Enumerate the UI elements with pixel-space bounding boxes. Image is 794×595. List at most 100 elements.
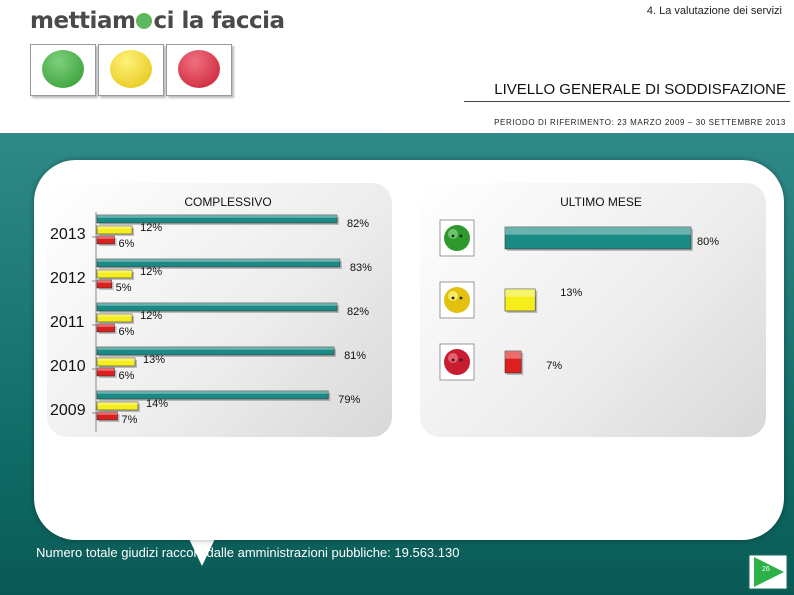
chart-complessivo-title: COMPLESSIVO bbox=[184, 195, 271, 209]
bar-2009-series1-highlight bbox=[97, 402, 138, 405]
yellow-face-icon bbox=[110, 50, 152, 88]
bar-2010-series2-body bbox=[96, 367, 115, 377]
bar-2009-series0 bbox=[96, 390, 331, 401]
green-face-icon bbox=[42, 50, 84, 88]
green-face-icon-eye-left bbox=[451, 234, 455, 238]
bar-2009-series2-highlight bbox=[97, 412, 118, 415]
bar-2012-series0 bbox=[96, 258, 342, 269]
yellow-face-icon-eye-right bbox=[459, 296, 463, 300]
chart-ultimo-mese-title: ULTIMO MESE bbox=[560, 195, 642, 209]
bar-ultimo-mese-2-highlight bbox=[505, 351, 522, 359]
bar-2012-series2 bbox=[96, 279, 114, 290]
bar-2009-series2-body bbox=[96, 411, 118, 421]
bar-2011-series1-body bbox=[96, 313, 133, 323]
bar-2010-series1-highlight bbox=[97, 358, 136, 361]
face-box-yellow bbox=[98, 44, 164, 96]
data-label-2009-series1: 14% bbox=[146, 398, 168, 410]
period-label: PERIODO DI RIFERIMENTO: 23 MARZO 2009 – … bbox=[494, 118, 786, 127]
data-label-2013-series2: 6% bbox=[119, 238, 135, 250]
bar-2011-series0-highlight bbox=[97, 303, 337, 306]
bar-2013-series2 bbox=[96, 235, 117, 246]
bar-2013-series1-body bbox=[96, 225, 133, 235]
bar-2013-series1 bbox=[96, 225, 135, 236]
bar-2010-series0 bbox=[96, 346, 337, 357]
data-label-2010-series2: 6% bbox=[119, 370, 135, 382]
bar-2012-series1 bbox=[96, 269, 135, 280]
bar-2013-series0 bbox=[96, 214, 339, 225]
bar-2009-series1-body bbox=[96, 401, 139, 411]
bar-ultimo-mese-1-body bbox=[504, 288, 536, 312]
data-label-2011-series1: 12% bbox=[140, 310, 162, 322]
bar-2011-series2-highlight bbox=[97, 324, 115, 327]
year-label-2010: 2010 bbox=[50, 358, 86, 375]
logo-face-icon bbox=[136, 13, 153, 29]
bar-ultimo-mese-2-body bbox=[504, 350, 522, 374]
play-arrow-icon bbox=[754, 557, 784, 587]
bar-2010-series0-body bbox=[96, 346, 335, 356]
bar-2011-series2-body bbox=[96, 323, 115, 333]
data-label-2009-series2: 7% bbox=[121, 414, 137, 426]
bar-ultimo-mese-0 bbox=[504, 226, 693, 251]
data-label-ultimo-mese-0: 80% bbox=[697, 236, 719, 248]
bar-2012-series1-highlight bbox=[97, 270, 133, 273]
bar-2010-series2-highlight bbox=[97, 368, 115, 371]
bar-ultimo-mese-2 bbox=[504, 350, 524, 375]
year-label-2009: 2009 bbox=[50, 402, 86, 419]
green-face-icon bbox=[444, 225, 470, 251]
bar-2013-series2-body bbox=[96, 235, 115, 245]
data-label-2012-series0: 83% bbox=[350, 262, 372, 274]
green-face-icon-eye-right bbox=[459, 234, 463, 238]
bar-2011-series2 bbox=[96, 323, 117, 334]
page-title: LIVELLO GENERALE DI SODDISFAZIONE bbox=[494, 81, 786, 98]
bar-2012-series2-highlight bbox=[97, 280, 112, 283]
logo-text-end: ci la faccia bbox=[153, 8, 285, 34]
bar-2013-series0-body bbox=[96, 214, 338, 224]
data-label-2013-series1: 12% bbox=[140, 222, 162, 234]
data-label-2012-series1: 12% bbox=[140, 266, 162, 278]
bar-2011-series0 bbox=[96, 302, 339, 313]
bar-2011-series0-body bbox=[96, 302, 338, 312]
bar-2012-series0-body bbox=[96, 258, 341, 268]
data-label-ultimo-mese-1: 13% bbox=[560, 287, 582, 299]
bar-ultimo-mese-1 bbox=[504, 288, 538, 313]
bar-2013-series2-highlight bbox=[97, 236, 115, 239]
bar-ultimo-mese-0-highlight bbox=[505, 227, 691, 235]
bar-2012-series2-body bbox=[96, 279, 112, 289]
bar-2013-series1-highlight bbox=[97, 226, 133, 229]
data-label-2010-series1: 13% bbox=[143, 354, 165, 366]
red-face-icon bbox=[444, 349, 470, 375]
year-label-2012: 2012 bbox=[50, 270, 86, 287]
bar-2010-series1-body bbox=[96, 357, 136, 367]
panel-ultimo-mese bbox=[420, 183, 766, 437]
bar-ultimo-mese-0-body bbox=[504, 226, 692, 250]
face-box-red bbox=[166, 44, 232, 96]
icon-box-green-face-icon bbox=[439, 219, 475, 257]
title-divider bbox=[464, 101, 790, 102]
data-label-2011-series0: 82% bbox=[347, 306, 369, 318]
icon-box-yellow-face-icon bbox=[439, 281, 475, 319]
bar-2009-series1 bbox=[96, 401, 140, 412]
data-label-2011-series2: 6% bbox=[119, 326, 135, 338]
data-label-2009-series0: 79% bbox=[338, 394, 360, 406]
year-label-2013: 2013 bbox=[50, 226, 86, 243]
bar-2011-series1 bbox=[96, 313, 135, 324]
bar-2009-series0-highlight bbox=[97, 391, 329, 394]
next-slide-button[interactable] bbox=[748, 554, 788, 590]
red-face-icon-eye-left bbox=[451, 358, 455, 362]
yellow-face-icon bbox=[444, 287, 470, 313]
logo-text-start: mettiam bbox=[30, 8, 136, 34]
bar-2009-series2 bbox=[96, 411, 120, 422]
footer-total-text: Numero totale giudizi raccolti dalle amm… bbox=[36, 545, 460, 560]
data-label-2010-series0: 81% bbox=[344, 350, 366, 362]
bar-2011-series1-highlight bbox=[97, 314, 133, 317]
data-label-2012-series2: 5% bbox=[116, 282, 132, 294]
data-label-2013-series0: 82% bbox=[347, 218, 369, 230]
red-face-icon-shine bbox=[448, 353, 458, 363]
bar-ultimo-mese-1-highlight bbox=[505, 289, 536, 297]
data-label-ultimo-mese-2: 7% bbox=[546, 360, 562, 372]
bar-2010-series1 bbox=[96, 357, 138, 368]
year-label-2011: 2011 bbox=[50, 314, 85, 331]
bar-2009-series0-body bbox=[96, 390, 329, 400]
